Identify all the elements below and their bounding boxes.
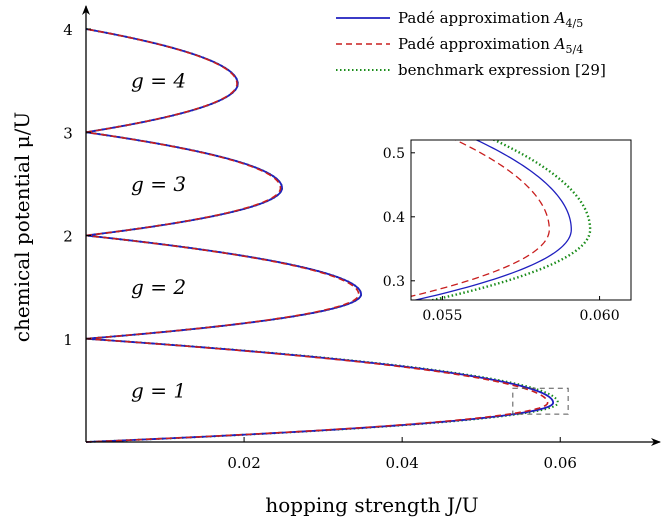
inset-y-tick-label: 0.5 <box>383 146 405 162</box>
legend-entry: Padé approximation A4/5 <box>398 9 583 30</box>
inset-x-tick-label: 0.055 <box>422 308 462 324</box>
zoom-box <box>512 387 569 415</box>
lobe-4-A54-curve <box>85 28 238 134</box>
lobe-label: g = 4 <box>131 69 186 93</box>
x-ticks: 0.02 0.04 0.06 <box>227 437 577 472</box>
x-axis-label: hopping strength J/U <box>265 493 478 517</box>
inset-frame-bg <box>411 140 631 300</box>
main-curves <box>85 28 559 443</box>
inset-y-tick-label: 0.4 <box>383 210 405 226</box>
lobe-2-A54-curve <box>85 234 360 340</box>
inset-frame <box>410 139 632 301</box>
inset-A54-curve <box>411 140 550 298</box>
y-tick-label: 3 <box>63 124 73 142</box>
inset-ticks: 0.055 0.060 0.3 0.4 0.5 <box>383 146 620 324</box>
y-tick-label: 1 <box>63 331 73 349</box>
inset-curves <box>411 140 592 300</box>
legend-entry: benchmark expression [29] <box>398 61 606 79</box>
lobe-3-A45-curve <box>85 131 283 237</box>
y-axis-label: chemical potential μ/U <box>10 112 34 342</box>
x-tick-label: 0.04 <box>385 454 418 472</box>
lobe-label: g = 2 <box>131 275 186 299</box>
y-tick-label: 2 <box>63 228 73 246</box>
lobe-label: g = 1 <box>131 378 186 402</box>
lobe-labels: g = 1 g = 2 g = 3 g = 4 <box>131 69 186 403</box>
inset-plot: 0.055 0.060 0.3 0.4 0.5 <box>383 139 632 324</box>
y-tick-label: 4 <box>63 21 73 39</box>
inset-y-tick-label: 0.3 <box>383 274 405 290</box>
x-tick-label: 0.02 <box>227 454 260 472</box>
lobe-2-benchmark-curve <box>85 234 363 340</box>
inset-A45-curve <box>412 140 572 300</box>
y-ticks: 1 2 3 4 <box>63 21 91 349</box>
legend: Padé approximation A4/5 Padé approximatio… <box>336 9 606 79</box>
lobe-2-A45-curve <box>85 234 362 340</box>
inset-x-tick-label: 0.060 <box>580 308 620 324</box>
x-tick-label: 0.06 <box>544 454 577 472</box>
legend-entry: Padé approximation A5/4 <box>398 35 583 56</box>
lobe-label: g = 3 <box>131 172 186 196</box>
